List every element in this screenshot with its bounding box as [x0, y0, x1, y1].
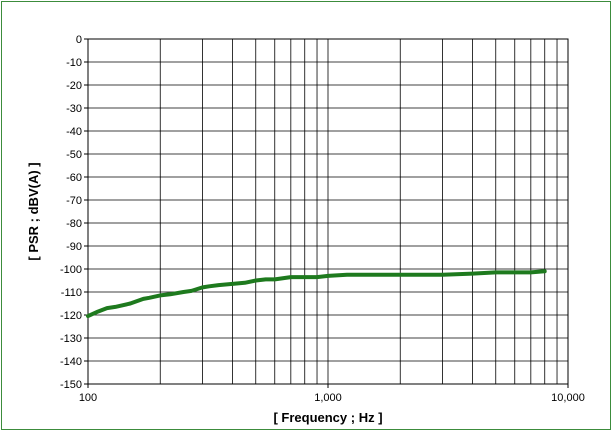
y-tick-label: -60 — [66, 172, 82, 184]
y-tick-label: -110 — [61, 287, 82, 299]
x-axis-title: [ Frequency ; Hz ] — [273, 410, 382, 425]
series-line — [86, 269, 547, 319]
series-layer — [86, 269, 547, 319]
y-tick-label: -20 — [66, 80, 82, 92]
x-tick-label: 1,000 — [314, 392, 342, 404]
y-tick-label: 0 — [76, 34, 82, 46]
y-tick-label: -10 — [66, 57, 82, 69]
y-tick-label: -40 — [66, 126, 82, 138]
y-tick-label: -100 — [60, 264, 82, 276]
y-tick-labels: 0 -10 -20 -30 -40 -50 -60 -70 -80 -90 -100 -110 -120… — [60, 34, 88, 391]
x-tick-label: 10,000 — [551, 392, 585, 404]
x-tick-labels: 100 1,000 10,000 — [79, 384, 585, 404]
y-tick-label: -30 — [66, 103, 82, 115]
y-tick-label: -130 — [60, 333, 82, 345]
y-tick-label: -140 — [60, 356, 82, 368]
plot-grid — [87, 38, 569, 385]
y-tick-label: -80 — [66, 218, 82, 230]
y-tick-label: -120 — [60, 310, 82, 322]
y-tick-label: -70 — [66, 195, 82, 207]
x-tick-label: 100 — [79, 392, 97, 404]
y-axis-title: [ PSR ; dBV(A) ] — [26, 162, 41, 260]
y-tick-label: -150 — [60, 379, 82, 391]
y-tick-label: -90 — [66, 241, 82, 253]
y-tick-label: -50 — [66, 149, 82, 161]
